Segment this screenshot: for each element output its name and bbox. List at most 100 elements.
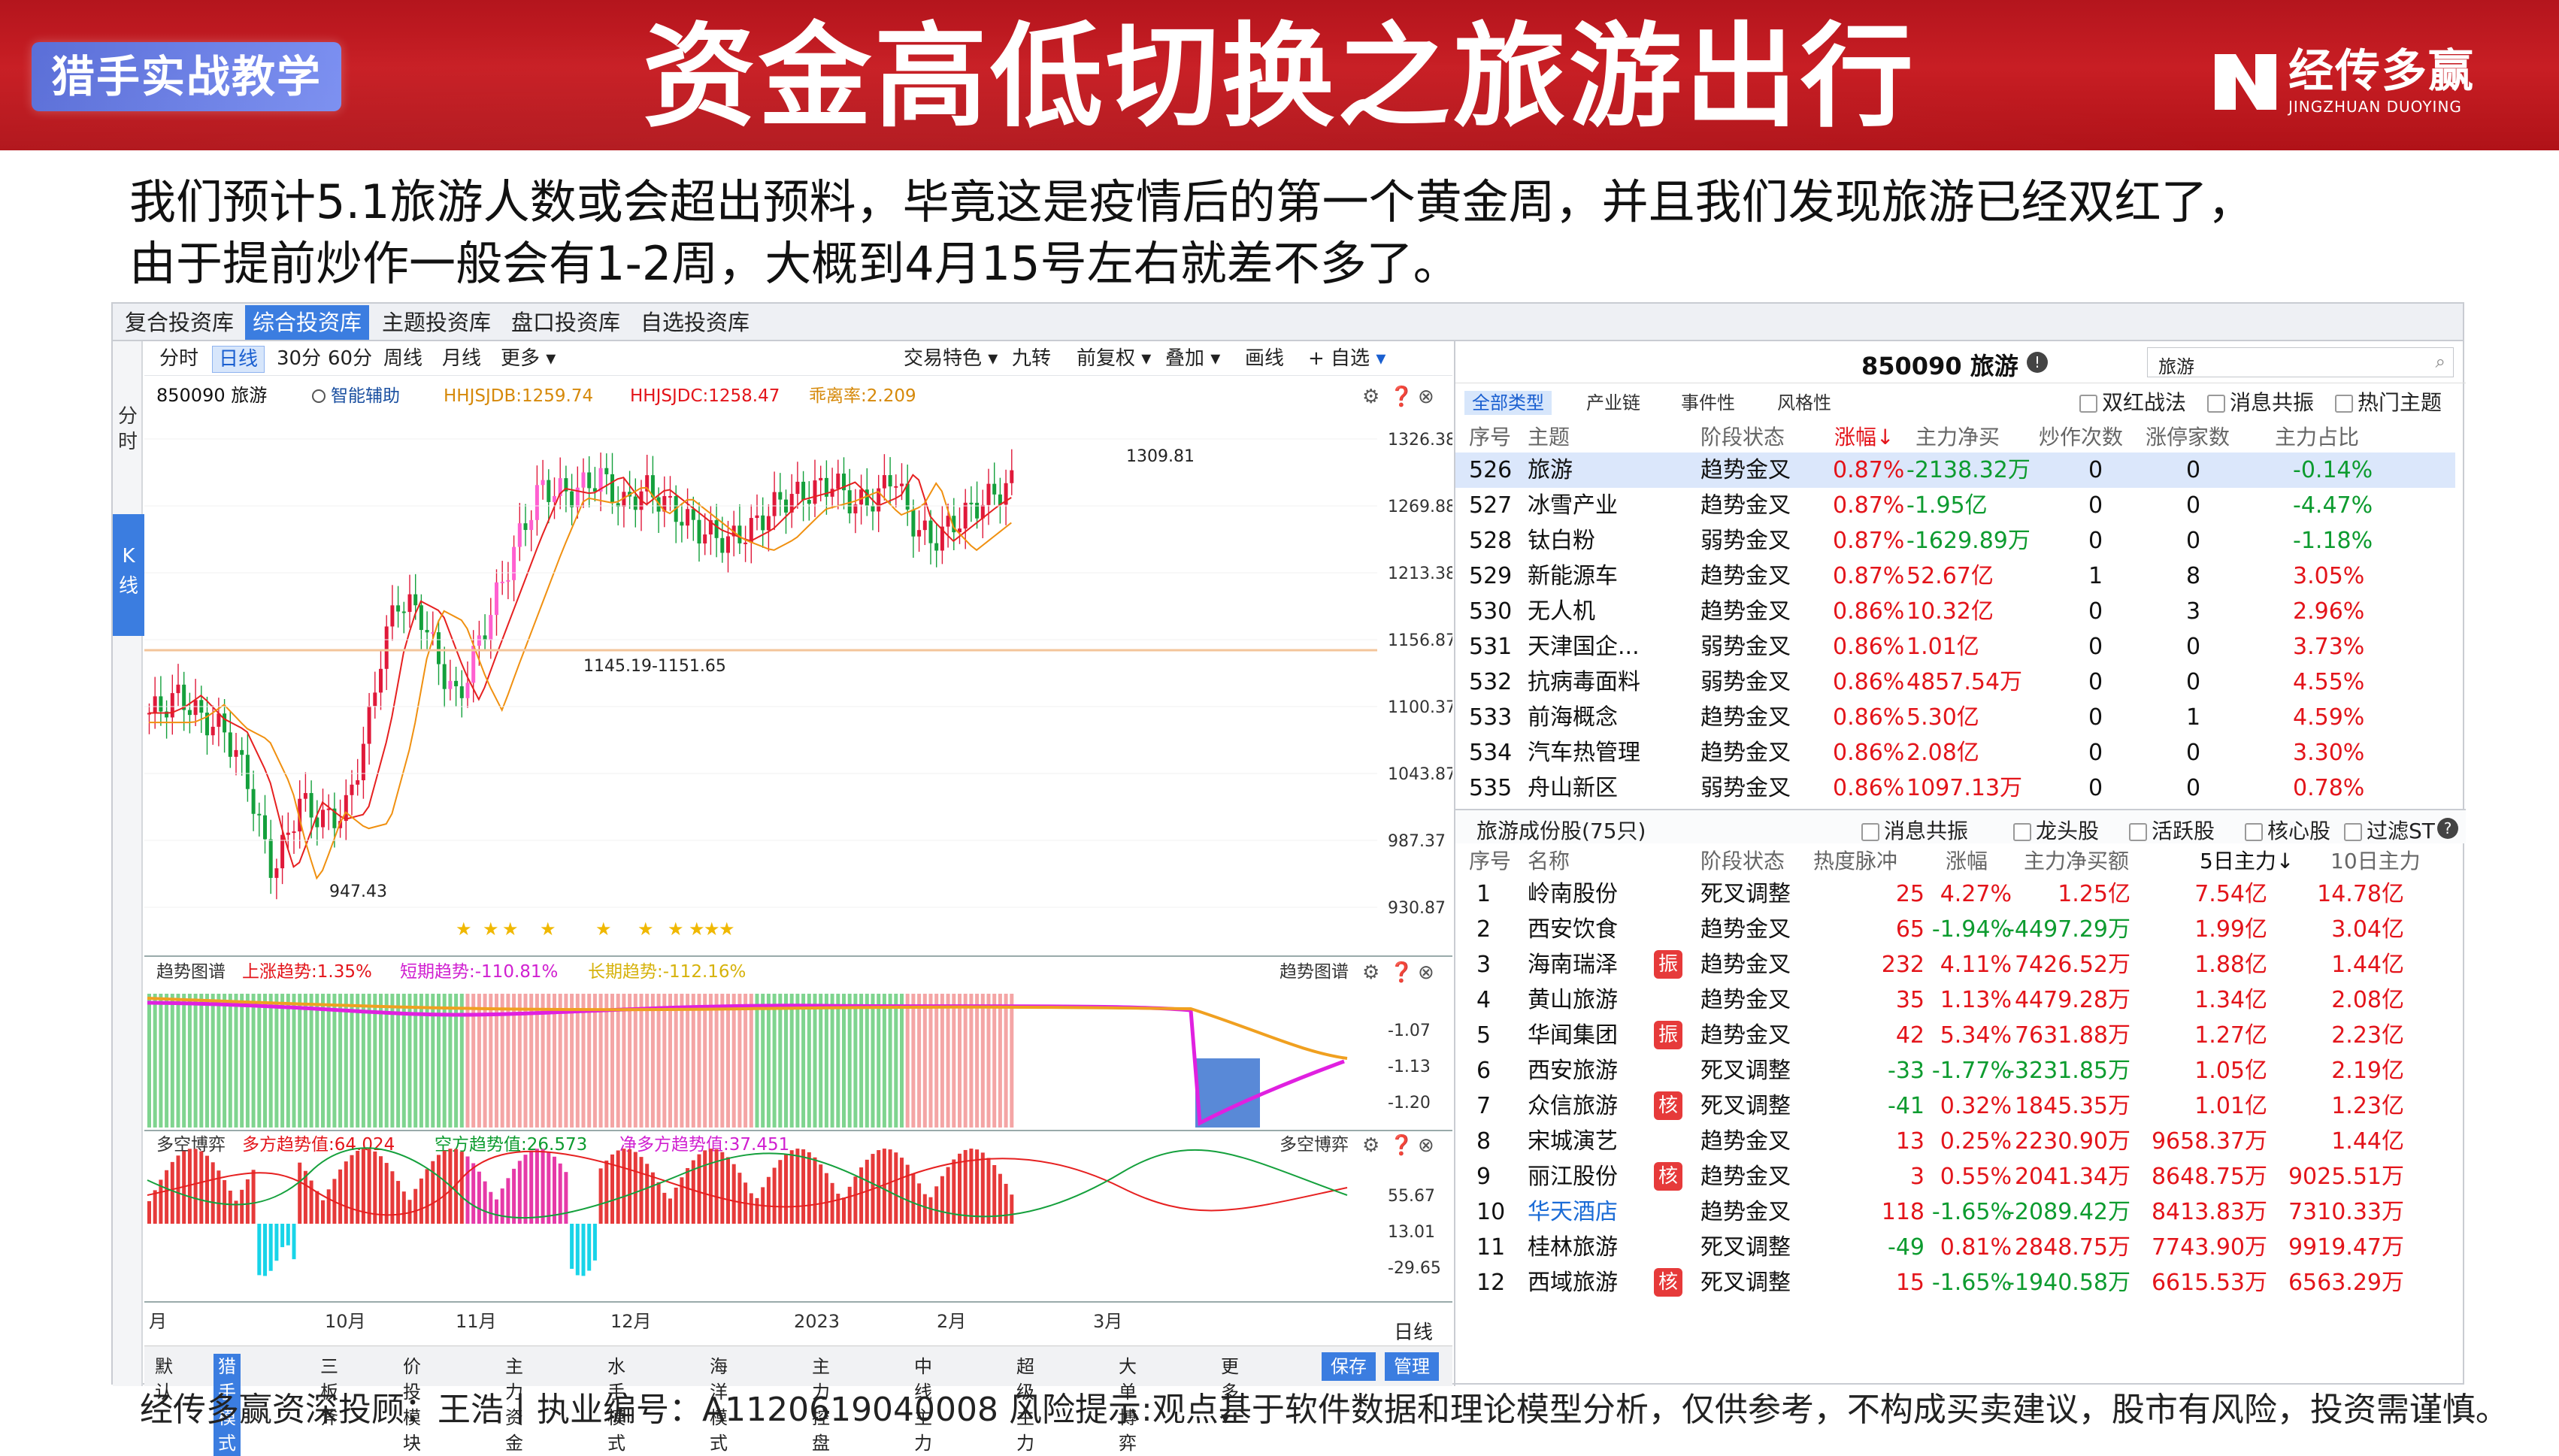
table-row[interactable]: 12 西域旅游 死叉调整 15 -1.65% -1940.58万 6615.53万 6563.… — [1455, 1265, 2455, 1300]
stock-col-header[interactable]: 序号 — [1469, 849, 1512, 873]
theme-col-header[interactable]: 序号 — [1469, 425, 1512, 450]
table-row[interactable]: 9 丽江股份 趋势金叉 3 0.55% 2041.34万 8648.75万 9025.51万 核 — [1455, 1159, 2455, 1194]
bottom-tab[interactable]: 默认 — [155, 1356, 173, 1403]
tab-watchlist-library[interactable]: 自选投资库 — [641, 310, 750, 335]
table-row[interactable]: 7 众信旅游 死叉调整 -41 0.32% 1845.35万 1.01亿 1.23亿 核 — [1455, 1088, 2455, 1124]
search-icon[interactable]: ⌕ — [2435, 351, 2445, 372]
stock-col-header[interactable]: 名称 — [1528, 849, 1570, 873]
period-tab-daily[interactable]: 日线 — [212, 346, 265, 373]
period-tab-30min[interactable]: 30分 — [277, 347, 322, 370]
stock-col-header[interactable]: 主力净买额 — [2024, 849, 2130, 873]
tab-composite-library[interactable]: 复合投资库 — [125, 310, 235, 335]
check-news-resonance[interactable]: 消息共振 — [2207, 389, 2314, 416]
settings-gear-icon[interactable]: ⚙ — [1362, 386, 1379, 408]
tab-comprehensive-library[interactable]: 综合投资库 — [245, 305, 370, 340]
period-more-dropdown[interactable]: 更多 ▾ — [501, 347, 556, 370]
help-icon[interactable]: ❓ — [1389, 385, 1413, 408]
stock-filter-news[interactable]: 消息共振 — [1861, 815, 1968, 845]
table-row[interactable]: 8 宋城演艺 趋势金叉 13 0.25% 2230.90万 9658.37万 1.44亿 — [1455, 1124, 2455, 1159]
period-tab-60min[interactable]: 60分 — [328, 347, 373, 370]
bottom-tab[interactable]: 三板斧 — [320, 1356, 338, 1428]
theme-col-header[interactable]: 主力净买 — [1915, 425, 2000, 450]
stock-col-header[interactable]: 阶段状态 — [1700, 849, 1785, 873]
table-cell: 118 — [1881, 1199, 1925, 1225]
save-button[interactable]: 保存 — [1322, 1352, 1376, 1381]
theme-col-header[interactable]: 炒作次数 — [2039, 425, 2124, 450]
bottom-tab[interactable]: 更多 ▾ — [1221, 1356, 1239, 1428]
stock-filter-st[interactable]: 过滤ST — [2344, 815, 2435, 845]
table-row[interactable]: 535 舟山新区 弱势金叉 0.86% 1097.13万 0 0 0.78% — [1455, 770, 2455, 806]
close-icon[interactable]: ⊗ — [1418, 386, 1434, 408]
table-row[interactable]: 4 黄山旅游 趋势金叉 35 1.13% 4479.28万 1.34亿 2.08亿 — [1455, 982, 2455, 1018]
filter-industry-chain[interactable]: 产业链 — [1586, 392, 1640, 413]
manage-button[interactable]: 管理 — [1385, 1352, 1439, 1381]
filter-all-types[interactable]: 全部类型 — [1464, 391, 1552, 415]
stock-filter-core[interactable]: 核心股 — [2245, 815, 2330, 845]
table-row[interactable]: 532 抗病毒面料 弱势金叉 0.86% 4857.54万 0 0 4.55% — [1455, 664, 2455, 700]
adjust-dropdown[interactable]: 前复权 ▾ — [1077, 347, 1152, 370]
theme-col-header[interactable]: 涨停家数 — [2146, 425, 2230, 450]
draw-line-button[interactable]: 画线 — [1245, 347, 1285, 370]
table-row[interactable]: 529 新能源车 趋势金叉 0.87% 52.67亿 1 8 3.05% — [1455, 558, 2455, 594]
filter-event[interactable]: 事件性 — [1681, 392, 1735, 413]
search-input[interactable]: 旅游 ⌕ — [2147, 347, 2454, 377]
table-row[interactable]: 3 海南瑞泽 趋势金叉 232 4.11% 7426.52万 1.88亿 1.44亿 振 — [1455, 947, 2455, 982]
stock-filter-active[interactable]: 活跃股 — [2129, 815, 2215, 845]
add-watchlist-button[interactable]: + 自选 ▾ — [1308, 347, 1386, 370]
trend-settings-icon[interactable]: ⚙ — [1362, 961, 1379, 984]
table-row[interactable]: 534 汽车热管理 趋势金叉 0.86% 2.08亿 0 0 3.30% — [1455, 735, 2455, 770]
info-icon[interactable]: ! — [2027, 352, 2048, 373]
theme-col-header[interactable]: 阶段状态 — [1700, 425, 1785, 450]
tab-board-library[interactable]: 盘口投资库 — [511, 310, 621, 335]
trend-help-icon[interactable]: ❓ — [1389, 961, 1413, 984]
trade-feature-dropdown[interactable]: 交易特色 ▾ — [904, 347, 998, 370]
kline-view-button[interactable]: K 线 — [113, 514, 144, 636]
stock-col-header[interactable]: 热度脉冲 — [1813, 849, 1898, 873]
trend-bar — [223, 994, 227, 1128]
table-row[interactable]: 5 华闻集团 趋势金叉 42 5.34% 7631.88万 1.27亿 2.23亿 振 — [1455, 1018, 2455, 1053]
table-row[interactable]: 527 冰雪产业 趋势金叉 0.87% -1.95亿 0 0 -4.47% — [1455, 488, 2455, 523]
rail-label-shi[interactable]: 时 — [117, 431, 138, 453]
assist-toggle-icon[interactable] — [312, 389, 326, 403]
bullbear-close-icon[interactable]: ⊗ — [1418, 1134, 1434, 1157]
table-row[interactable]: 528 钛白粉 弱势金叉 0.87% -1629.89万 0 0 -1.18% — [1455, 523, 2455, 558]
check-double-red[interactable]: 双红战法 — [2079, 389, 2186, 416]
bullbear-help-icon[interactable]: ❓ — [1389, 1134, 1413, 1157]
theme-col-header[interactable]: 主力占比 — [2275, 425, 2360, 450]
rail-label-fen[interactable]: 分 — [117, 405, 138, 428]
table-row[interactable]: 10 华天酒店 趋势金叉 118 -1.65% -2089.42万 8413.83万 7310… — [1455, 1194, 2455, 1230]
stock-col-header[interactable]: 5日主力↓ — [2200, 849, 2294, 873]
table-row[interactable]: 536 白酒 趋势金叉 0.85%10.63亿 0 0 4.57% — [1455, 806, 2455, 807]
kline-chart-canvas: 850090 旅游 智能辅助 HHJSJDB:1259.74 HHJSJDC:1… — [144, 385, 1452, 1332]
table-row[interactable]: 1 岭南股份 死叉调整 25 4.27% 1.25亿 7.54亿 14.78亿 — [1455, 876, 2455, 912]
nine-turn-button[interactable]: 九转 — [1012, 347, 1052, 370]
table-cell: 0 — [2088, 528, 2103, 554]
period-tab-intraday[interactable]: 分时 — [159, 347, 199, 370]
stocks-help-icon[interactable]: ? — [2437, 818, 2458, 839]
bullbear-settings-icon[interactable]: ⚙ — [1362, 1134, 1379, 1157]
signal-star-icon: ★ — [719, 919, 735, 940]
overlay-dropdown[interactable]: 叠加 ▾ — [1165, 347, 1221, 370]
table-row[interactable]: 6 西安旅游 死叉调整 -33 -1.77% -3231.85万 1.05亿 2.19亿 — [1455, 1053, 2455, 1088]
smart-assist-toggle[interactable]: 智能辅助 — [331, 386, 400, 406]
stock-col-header[interactable]: 10日主力 — [2330, 849, 2421, 873]
bottom-tab[interactable]: 猎手模式 — [214, 1354, 241, 1456]
check-hot-theme[interactable]: 热门主题 — [2335, 389, 2442, 416]
table-row[interactable]: 2 西安饮食 趋势金叉 65 -1.94% -4497.29万 1.99亿 3.04亿 — [1455, 912, 2455, 947]
period-tab-weekly[interactable]: 周线 — [383, 347, 423, 370]
stock-filter-leader[interactable]: 龙头股 — [2013, 815, 2099, 845]
trend-close-icon[interactable]: ⊗ — [1418, 961, 1434, 984]
bear-bar — [286, 1224, 290, 1246]
table-row[interactable]: 526 旅游 趋势金叉 0.87% -2138.32万 0 0 -0.14% — [1455, 453, 2455, 488]
table-row[interactable]: 531 天津国企... 弱势金叉 0.86% 1.01亿 0 0 3.73% — [1455, 629, 2455, 664]
tab-theme-library[interactable]: 主题投资库 — [382, 310, 492, 335]
table-cell: 3.04亿 — [2331, 916, 2404, 943]
table-row[interactable]: 11 桂林旅游 死叉调整 -49 0.81% 2848.75万 7743.90万 9919.4… — [1455, 1230, 2455, 1265]
stock-col-header[interactable]: 涨幅 — [1946, 849, 1988, 873]
period-tab-monthly[interactable]: 月线 — [442, 347, 482, 370]
theme-col-header[interactable]: 涨幅↓ — [1834, 425, 1894, 450]
filter-style[interactable]: 风格性 — [1777, 392, 1831, 413]
table-row[interactable]: 533 前海概念 趋势金叉 0.86% 5.30亿 0 1 4.59% — [1455, 700, 2455, 735]
table-row[interactable]: 530 无人机 趋势金叉 0.86% 10.32亿 0 3 2.96% — [1455, 594, 2455, 629]
theme-col-header[interactable]: 主题 — [1528, 425, 1570, 450]
